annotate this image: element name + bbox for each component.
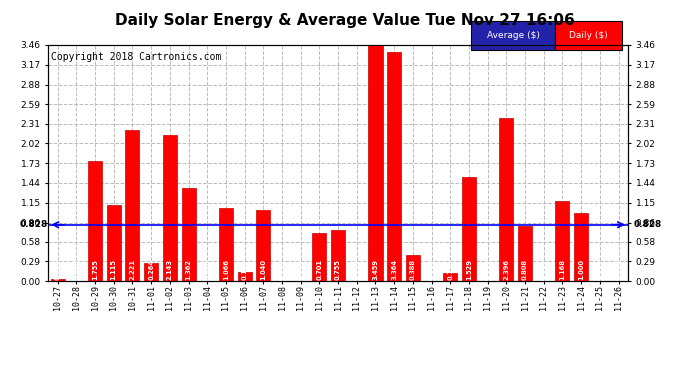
Text: 1.362: 1.362	[186, 259, 192, 280]
Bar	[219, 209, 233, 281]
Text: Daily ($): Daily ($)	[569, 31, 608, 40]
Text: 1.115: 1.115	[110, 259, 117, 280]
Bar	[555, 201, 569, 281]
Text: 0.000: 0.000	[73, 259, 79, 280]
Text: 0.808: 0.808	[522, 259, 528, 280]
Text: 0.828: 0.828	[633, 220, 662, 229]
Text: 2.396: 2.396	[504, 259, 509, 280]
Text: 0.701: 0.701	[317, 259, 322, 280]
Bar	[518, 226, 532, 281]
Text: 0.000: 0.000	[615, 259, 622, 280]
Text: 1.529: 1.529	[466, 259, 472, 280]
Text: 0.000: 0.000	[354, 259, 359, 280]
Text: 1.168: 1.168	[560, 259, 566, 280]
Text: Daily Solar Energy & Average Value Tue Nov 27 16:06: Daily Solar Energy & Average Value Tue N…	[115, 13, 575, 28]
Text: 0.000: 0.000	[597, 259, 603, 280]
Bar	[181, 188, 195, 281]
Bar	[368, 45, 382, 281]
Text: 0.000: 0.000	[541, 259, 546, 280]
Text: 1.040: 1.040	[260, 259, 266, 280]
Bar	[50, 279, 65, 281]
Bar	[313, 233, 326, 281]
Bar	[88, 161, 102, 281]
Text: 3.364: 3.364	[391, 259, 397, 280]
Text: 0.000: 0.000	[204, 259, 210, 280]
Bar	[163, 135, 177, 281]
Text: 0.755: 0.755	[335, 259, 341, 280]
Text: 2.143: 2.143	[167, 259, 172, 280]
Text: 0.116: 0.116	[447, 259, 453, 280]
Bar	[387, 51, 401, 281]
Text: Average ($): Average ($)	[486, 31, 540, 40]
Text: 0.388: 0.388	[410, 259, 416, 280]
Text: 2.221: 2.221	[130, 259, 135, 280]
Bar	[126, 130, 139, 281]
Bar	[443, 273, 457, 281]
Text: 0.000: 0.000	[428, 259, 435, 280]
Bar	[471, 21, 555, 50]
Text: 0.828: 0.828	[20, 220, 48, 229]
Text: Copyright 2018 Cartronics.com: Copyright 2018 Cartronics.com	[51, 52, 221, 62]
Bar	[331, 230, 345, 281]
Bar	[237, 272, 252, 281]
Text: 3.459: 3.459	[373, 259, 379, 280]
Text: 0.000: 0.000	[279, 259, 285, 280]
Bar	[144, 263, 158, 281]
Bar	[107, 205, 121, 281]
Text: 1.000: 1.000	[578, 259, 584, 280]
Text: 0.264: 0.264	[148, 259, 154, 280]
Bar	[256, 210, 270, 281]
Text: 1.066: 1.066	[223, 259, 229, 280]
Bar	[500, 118, 513, 281]
Text: 0.135: 0.135	[241, 259, 248, 280]
Bar	[462, 177, 476, 281]
Bar	[574, 213, 588, 281]
Bar	[555, 21, 622, 50]
Text: 1.755: 1.755	[92, 259, 98, 280]
Text: 0.030: 0.030	[55, 259, 61, 280]
Bar	[406, 255, 420, 281]
Text: 0.000: 0.000	[297, 259, 304, 280]
Text: 0.000: 0.000	[484, 259, 491, 280]
